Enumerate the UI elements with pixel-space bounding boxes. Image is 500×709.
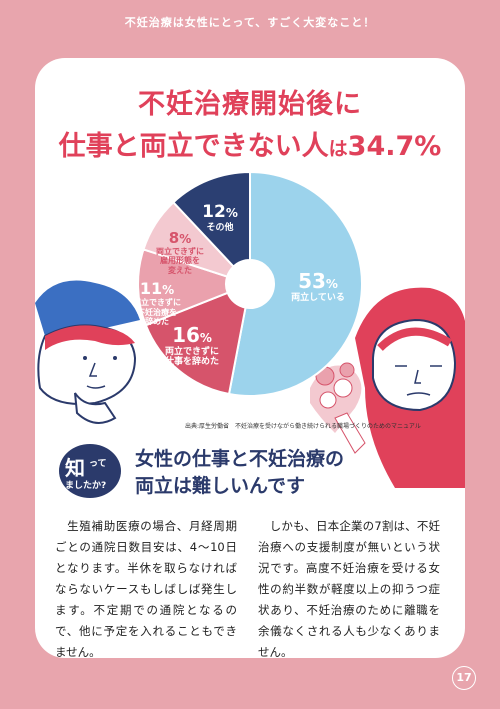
man-illustration-icon: [35, 280, 140, 424]
top-banner: 不妊治療は女性にとって、すごく大変なこと！: [124, 16, 376, 29]
pie-slice-16: [144, 291, 247, 396]
slice-label-11: 11% 両立できずに 不妊治療を 辞めた: [133, 279, 181, 326]
badge-big-char: 知: [65, 456, 85, 480]
pie-slice-11: [137, 248, 229, 327]
headline-particle: は: [328, 138, 348, 160]
body-text-left: 生殖補助医療の場合、月経周期ごとの通院日数目安は、4〜10日となります。半休を取…: [55, 519, 237, 658]
page-number: 17: [452, 666, 476, 690]
badge-small-text: って: [89, 459, 107, 469]
bouquet-illustration-icon: [310, 362, 366, 454]
source-note: 出典:厚生労働省 不妊治療を受けながら働き続けられる職場づくりのためのマニュアル: [185, 423, 421, 430]
subheading-line2: 両立は難しいんです: [135, 475, 306, 497]
badge-question: ましたか?: [65, 481, 107, 491]
headline-main: 仕事と両立できない人: [58, 131, 329, 162]
headline-line1: 不妊治療開始後に: [138, 89, 362, 120]
slice-label-16: 16% 両立できずに 仕事を辞めた: [164, 323, 219, 368]
headline-line2: 仕事と両立できない人は34.7%: [35, 124, 465, 163]
slice-label-12: 12% その他: [202, 202, 238, 233]
content-card: 不妊治療開始後に 仕事と両立できない人は34.7%: [35, 58, 465, 658]
did-you-know-badge: 知 って ましたか?: [59, 444, 121, 498]
pie-slice-8: [142, 200, 235, 278]
slice-label-53: 53% 両立している: [291, 269, 345, 304]
pie-slice-12: [171, 170, 251, 268]
slice-label-8: 8% 両立できずに 雇用形態を 変えた: [156, 229, 204, 275]
woman-illustration-icon: [355, 287, 465, 488]
subheading-line1: 女性の仕事と不妊治療の: [135, 448, 345, 470]
headline-percent: 34.7%: [347, 131, 442, 162]
body-text-right: しかも、日本企業の7割は、不妊治療への支援制度が無いという状況です。高度不妊治療…: [258, 519, 440, 658]
pie-slice-53: [227, 170, 363, 397]
